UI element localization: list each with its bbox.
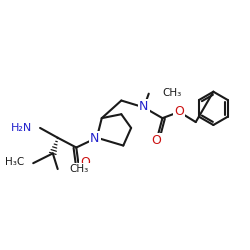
Text: O: O xyxy=(80,156,90,169)
Text: CH₃: CH₃ xyxy=(162,88,182,98)
Text: CH₃: CH₃ xyxy=(70,164,89,174)
Text: O: O xyxy=(174,105,184,118)
Text: O: O xyxy=(152,134,162,147)
Text: H₂N: H₂N xyxy=(11,123,32,133)
Text: N: N xyxy=(139,100,148,113)
Text: H₃C: H₃C xyxy=(5,157,24,167)
Text: N: N xyxy=(90,132,100,145)
